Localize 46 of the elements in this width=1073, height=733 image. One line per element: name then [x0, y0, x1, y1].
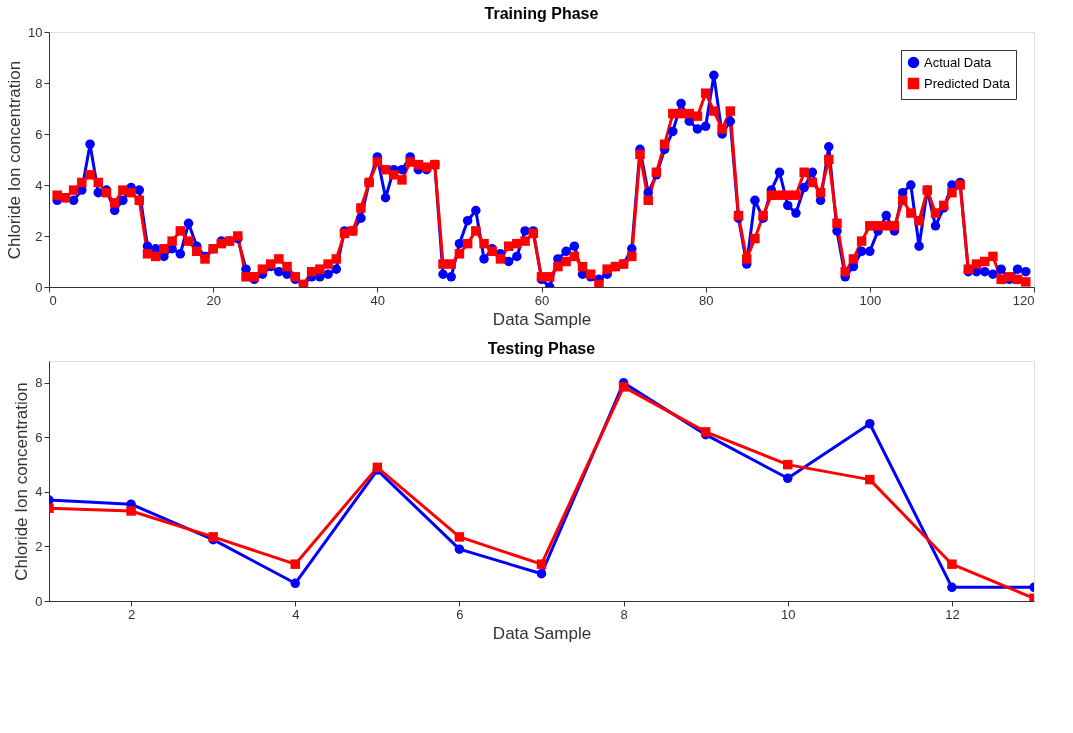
x-tick-label: 120	[1012, 292, 1035, 308]
x-tick-label: 10	[781, 606, 796, 622]
legend-label: Actual Data	[924, 54, 992, 70]
x-tick-label: 2	[127, 606, 136, 622]
chart-title: Testing Phase	[487, 340, 596, 357]
x-tick-label: 40	[370, 292, 386, 308]
y-tick-label: 2	[35, 538, 43, 554]
point	[454, 544, 465, 554]
y-tick-label: 0	[35, 593, 43, 609]
y-tick-label: 2	[35, 228, 43, 244]
x-axis-title: Data Sample	[492, 623, 592, 643]
point	[947, 582, 957, 593]
x-tick-label: 6	[456, 606, 464, 622]
point	[783, 473, 793, 484]
chart-title: Training Phase	[484, 5, 599, 22]
x-tick-label: 8	[620, 606, 628, 622]
y-axis-title: Chloride Ion concentration	[5, 60, 25, 260]
y-tick-label: 4	[35, 177, 43, 193]
y-tick-label: 6	[35, 429, 43, 445]
y-tick-label: 8	[35, 75, 43, 91]
point	[290, 578, 300, 589]
point	[865, 418, 875, 429]
x-tick-label: 80	[698, 292, 714, 308]
point	[783, 459, 793, 470]
point	[454, 532, 465, 542]
y-tick-label: 4	[35, 484, 43, 500]
x-tick-label: 4	[292, 606, 300, 622]
x-tick-label: 12	[945, 606, 960, 622]
x-tick-label: 60	[534, 292, 550, 308]
x-axis-title: Data Sample	[492, 309, 592, 329]
point	[865, 474, 875, 485]
y-tick-label: 6	[35, 126, 43, 142]
y-axis-title: Chloride Ion concentration	[12, 382, 32, 581]
x-tick-label: 0	[49, 292, 57, 308]
y-tick-label: 0	[35, 279, 43, 295]
x-tick-label: 20	[206, 292, 221, 308]
y-tick-label: 10	[28, 24, 43, 40]
point	[947, 559, 957, 569]
point	[126, 506, 136, 516]
point	[290, 559, 300, 569]
y-tick-label: 8	[35, 375, 43, 391]
x-tick-label: 100	[859, 292, 882, 308]
point	[536, 568, 547, 579]
point	[536, 559, 547, 569]
point	[618, 382, 629, 392]
legend-label: Predicted Data	[924, 75, 1011, 91]
